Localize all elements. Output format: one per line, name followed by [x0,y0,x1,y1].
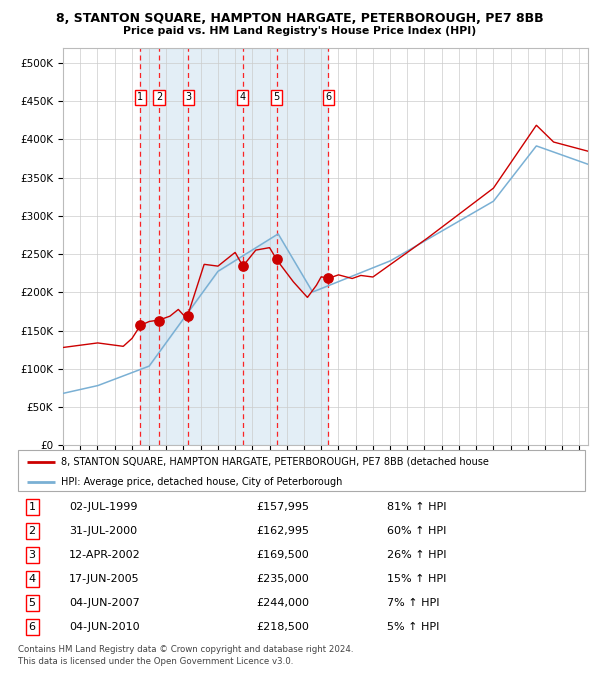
Point [184,310,193,321]
Text: 1: 1 [29,502,35,512]
Text: £244,000: £244,000 [256,598,309,608]
Text: HPI: Average price, detached house, City of Peterborough: HPI: Average price, detached house, City… [61,477,342,487]
Text: Contains HM Land Registry data © Crown copyright and database right 2024.: Contains HM Land Registry data © Crown c… [18,645,353,653]
Text: 15% ↑ HPI: 15% ↑ HPI [386,574,446,584]
Text: 8, STANTON SQUARE, HAMPTON HARGATE, PETERBOROUGH, PE7 8BB (detached house: 8, STANTON SQUARE, HAMPTON HARGATE, PETE… [61,456,488,466]
Text: 6: 6 [29,622,35,632]
Text: 4: 4 [29,574,36,584]
Text: 12-APR-2002: 12-APR-2002 [69,550,141,560]
Text: £162,995: £162,995 [256,526,309,536]
Text: 6: 6 [325,92,331,102]
Text: This data is licensed under the Open Government Licence v3.0.: This data is licensed under the Open Gov… [18,657,293,666]
Text: 17-JUN-2005: 17-JUN-2005 [69,574,140,584]
Point [136,319,145,330]
FancyBboxPatch shape [18,450,585,491]
Text: 60% ↑ HPI: 60% ↑ HPI [386,526,446,536]
Text: Price paid vs. HM Land Registry's House Price Index (HPI): Price paid vs. HM Land Registry's House … [124,26,476,36]
Text: 5: 5 [274,92,280,102]
Point [154,316,164,326]
Text: £157,995: £157,995 [256,502,309,512]
Text: 8, STANTON SQUARE, HAMPTON HARGATE, PETERBOROUGH, PE7 8BB: 8, STANTON SQUARE, HAMPTON HARGATE, PETE… [56,12,544,25]
Text: 2: 2 [156,92,162,102]
Bar [140,48,328,445]
Text: 26% ↑ HPI: 26% ↑ HPI [386,550,446,560]
Text: £169,500: £169,500 [256,550,309,560]
Text: 04-JUN-2010: 04-JUN-2010 [69,622,140,632]
Text: 5% ↑ HPI: 5% ↑ HPI [386,622,439,632]
Text: 1: 1 [137,92,143,102]
Text: 2: 2 [29,526,36,536]
Point [238,260,248,271]
Text: 31-JUL-2000: 31-JUL-2000 [69,526,137,536]
Point [323,273,333,284]
Text: 5: 5 [29,598,35,608]
Text: 4: 4 [240,92,246,102]
Text: 02-JUL-1999: 02-JUL-1999 [69,502,137,512]
Text: £235,000: £235,000 [256,574,309,584]
Text: 7% ↑ HPI: 7% ↑ HPI [386,598,439,608]
Text: 3: 3 [29,550,35,560]
Text: 04-JUN-2007: 04-JUN-2007 [69,598,140,608]
Text: 81% ↑ HPI: 81% ↑ HPI [386,502,446,512]
Point [272,254,281,265]
Text: £218,500: £218,500 [256,622,309,632]
Text: 3: 3 [185,92,191,102]
